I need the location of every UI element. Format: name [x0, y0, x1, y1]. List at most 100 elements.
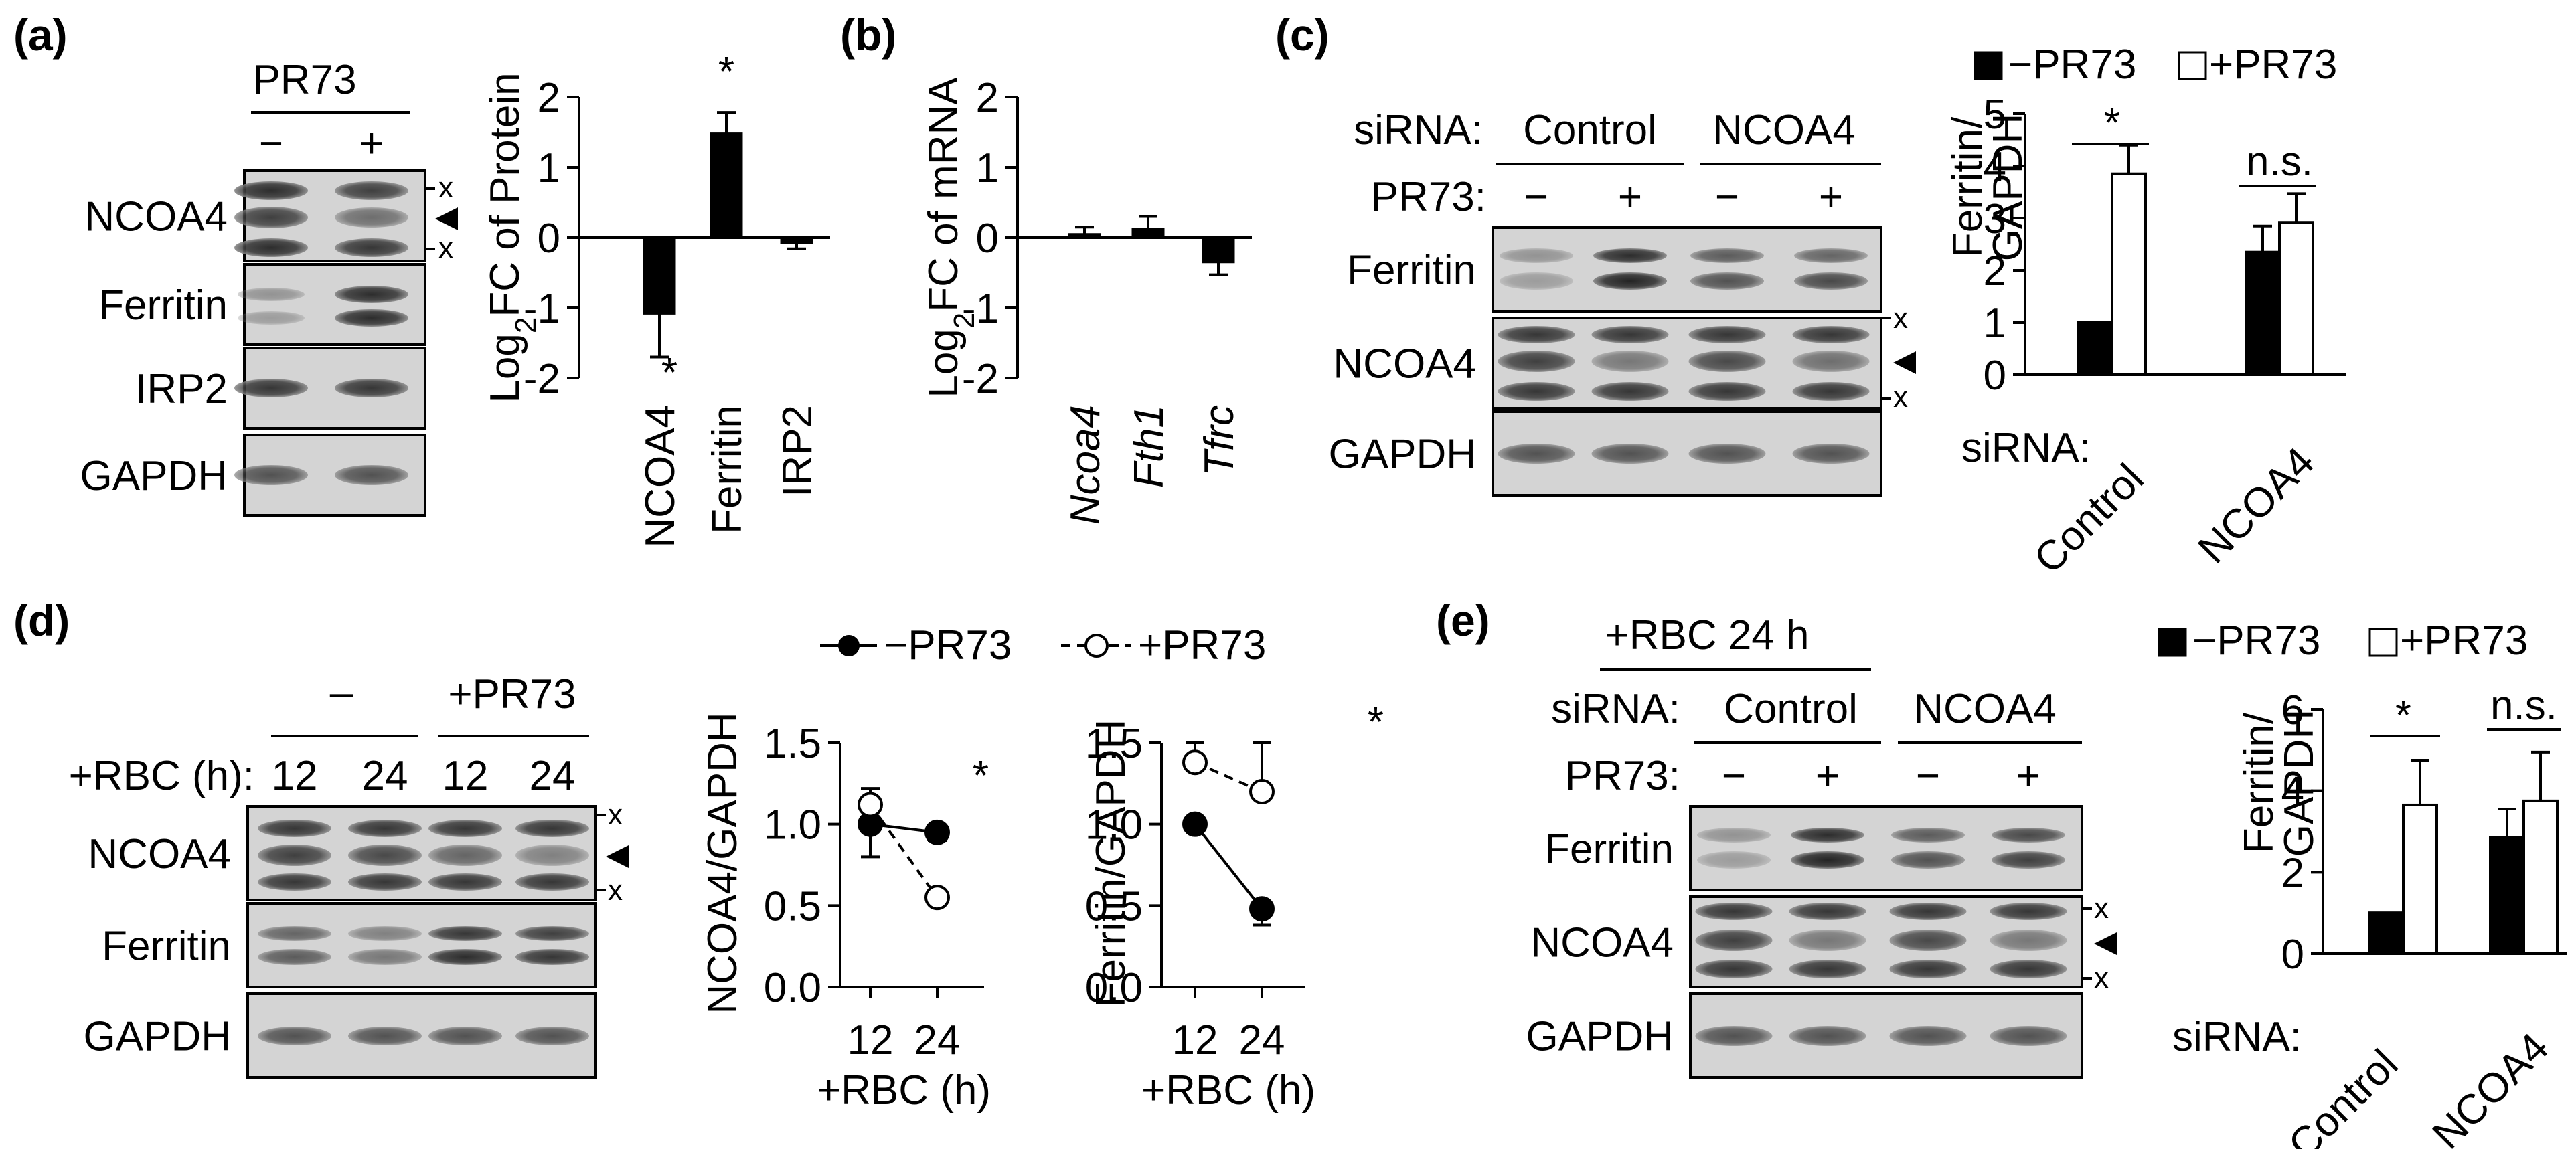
- panel-b-chart-y-tick-label: -1: [962, 286, 999, 332]
- panel-a-chart-x-label-irp2: IRP2: [775, 405, 821, 497]
- panel-c-lane-sign: +: [1618, 174, 1642, 220]
- panel-a-ncoa4-band: [234, 207, 308, 228]
- panel-e-gapdh-band: [1889, 1026, 1967, 1046]
- panel-c-legend-swatch-plus: [2178, 51, 2207, 80]
- panel-e-ncoa4-band: [1889, 960, 1967, 978]
- panel-a-chart-y-tick-label: 0: [538, 215, 560, 262]
- panel-d-ferritin-chart-star: *: [1368, 699, 1384, 745]
- panel-d-group-minus: –: [330, 669, 353, 715]
- panel-d-ncoa4-band: [428, 820, 502, 837]
- panel-d-ferritin-chart-x-label: +RBC (h): [1141, 1067, 1315, 1114]
- panel-c-lane-sign: −: [1524, 174, 1548, 220]
- panel-d-ncoa4-chart-y-tick-label: 1.0: [764, 802, 821, 849]
- panel-a-chart-y-label: Log2FC of Protein: [482, 72, 542, 402]
- panel-e-chart-bar-minus: [2368, 911, 2405, 955]
- panel-c-ncoa4-band: [1792, 382, 1870, 401]
- panel-d-legend-marker-minus: [838, 635, 860, 656]
- panel-e-legend-plus: +PR73: [2400, 618, 2528, 664]
- panel-d-ncoa4-band: [348, 873, 422, 891]
- panel-e-ferritin-band: [1992, 851, 2065, 869]
- panel-e-sirna-label: siRNA:: [1551, 686, 1680, 732]
- panel-d-ncoa4-chart-star: *: [973, 753, 989, 799]
- panel-e-ferritin-band: [1791, 851, 1864, 869]
- panel-a-ncoa4-band: [234, 238, 308, 257]
- panel-a-letter: (a): [13, 10, 68, 60]
- panel-a-gapdh-band: [234, 465, 308, 485]
- panel-d-legend-plus: +PR73: [1138, 622, 1266, 669]
- panel-c-star: *: [2104, 100, 2120, 147]
- panel-d-ncoa4-chart-point-plus: [858, 792, 883, 818]
- panel-e-top-label: +RBC 24 h: [1605, 612, 1809, 658]
- panel-c-ncoa4-band: [1591, 351, 1669, 372]
- panel-a-chart-y-tick-label: -2: [524, 356, 560, 402]
- panel-d-rbc-time: 12: [442, 753, 489, 799]
- panel-e-chart-y-label: Ferritin/: [2236, 712, 2282, 853]
- panel-a-ncoa4-band: [335, 181, 408, 200]
- panel-c-ncoa4-band: [1688, 382, 1766, 401]
- panel-a-chart-bar: [780, 236, 813, 244]
- panel-d-legend-marker-plus: [1084, 634, 1109, 658]
- panel-d-ncoa4-band: [348, 845, 422, 866]
- panel-a-arrowhead: [435, 207, 458, 230]
- panel-e-ferritin-band: [1992, 828, 2065, 843]
- panel-e-marker-x: x: [2094, 892, 2109, 925]
- panel-a-ferritin-band: [238, 311, 305, 325]
- panel-e-ferritin-band: [1891, 851, 1965, 869]
- panel-d-marker-x: x: [608, 874, 623, 907]
- panel-e-ferritin-band: [1791, 828, 1864, 843]
- panel-e-ncoa4-band: [1695, 903, 1773, 920]
- panel-d-ferritin-chart-point-minus: [1249, 896, 1275, 922]
- panel-c-chart-y-tick-label: 3: [1984, 196, 2006, 242]
- panel-a-star-ferritin: *: [718, 49, 734, 95]
- panel-e-chart-y-label: GAPDH: [2276, 709, 2322, 857]
- panel-d-ncoa4-band: [258, 873, 331, 891]
- panel-e-ferritin-band: [1697, 828, 1771, 843]
- panel-e-gapdh-band: [1695, 1026, 1773, 1046]
- panel-c-x-label-control: Control: [2025, 455, 2152, 582]
- panel-d-ncoa4-chart-y-tick-label: 0.5: [764, 883, 821, 930]
- panel-a-chart-y-tick-label: -1: [524, 286, 560, 332]
- panel-d-ncoa4-chart-x-tick-label: 12: [848, 1017, 894, 1063]
- panel-e-gapdh-band: [1789, 1026, 1866, 1046]
- panel-e-gapdh-band: [1990, 1026, 2067, 1046]
- panel-e-sirna-control: Control: [1724, 686, 1858, 732]
- panel-c-chart-y-tick-label: 1: [1984, 300, 2006, 347]
- panel-c-chart-y-tick-label: 0: [1984, 353, 2006, 399]
- panel-c-ferritin-band: [1794, 272, 1868, 290]
- panel-d-ferritin-band: [515, 926, 589, 941]
- panel-e-ncoa4-band: [1789, 930, 1866, 951]
- panel-c-ncoa4-band: [1792, 326, 1870, 343]
- panel-e-blot-gapdh-label: GAPDH: [1526, 1014, 1674, 1060]
- panel-e-ncoa4-band: [1695, 960, 1773, 978]
- panel-a-marker-x: x: [438, 171, 453, 204]
- panel-d-ncoa4-chart-x-tick-label: 24: [914, 1017, 961, 1063]
- panel-c-ferritin-band: [1500, 272, 1573, 290]
- panel-b-chart-y-tick-label: -2: [962, 356, 999, 402]
- panel-e-blot-ferritin-label: Ferritin: [1544, 826, 1674, 873]
- panel-d-ncoa4-band: [428, 845, 502, 866]
- panel-a-blot-ferritin-frame: [243, 263, 426, 346]
- panel-c-letter: (c): [1275, 10, 1330, 60]
- panel-c-arrowhead: [1893, 351, 1916, 374]
- panel-e-ncoa4-band: [1789, 903, 1866, 920]
- panel-e-lane-sign: −: [1722, 753, 1746, 799]
- panel-e-ncoa4-band: [1990, 903, 2067, 920]
- panel-d-ferritin-chart-series-line-minus: [1194, 823, 1263, 910]
- panel-d-rbc-time: 12: [272, 753, 318, 799]
- panel-e-legend-swatch-minus: [2158, 628, 2187, 657]
- panel-c-blot-ferritin-label: Ferritin: [1347, 248, 1476, 294]
- panel-e-ferritin-band: [1891, 828, 1965, 843]
- panel-d-ferritin-band: [515, 949, 589, 965]
- panel-e-ncoa4-band: [1889, 903, 1967, 920]
- panel-e-legend-minus: −PR73: [2192, 618, 2320, 664]
- panel-c-ncoa4-band: [1688, 351, 1766, 372]
- panel-c-sirna-ncoa4: NCOA4: [1712, 107, 1856, 153]
- panel-d-ferritin-chart-point-plus: [1182, 749, 1208, 776]
- panel-c-blot-ferritin-frame: [1492, 226, 1882, 313]
- panel-e-sirna-ncoa4: NCOA4: [1913, 686, 2057, 732]
- panel-c-ncoa4-band: [1498, 351, 1575, 372]
- panel-e-ncoa4-band: [1990, 930, 2067, 951]
- panel-c-chart-y-tick-label: 2: [1984, 248, 2006, 294]
- panel-e-chart-y-tick-label: 4: [2281, 769, 2304, 815]
